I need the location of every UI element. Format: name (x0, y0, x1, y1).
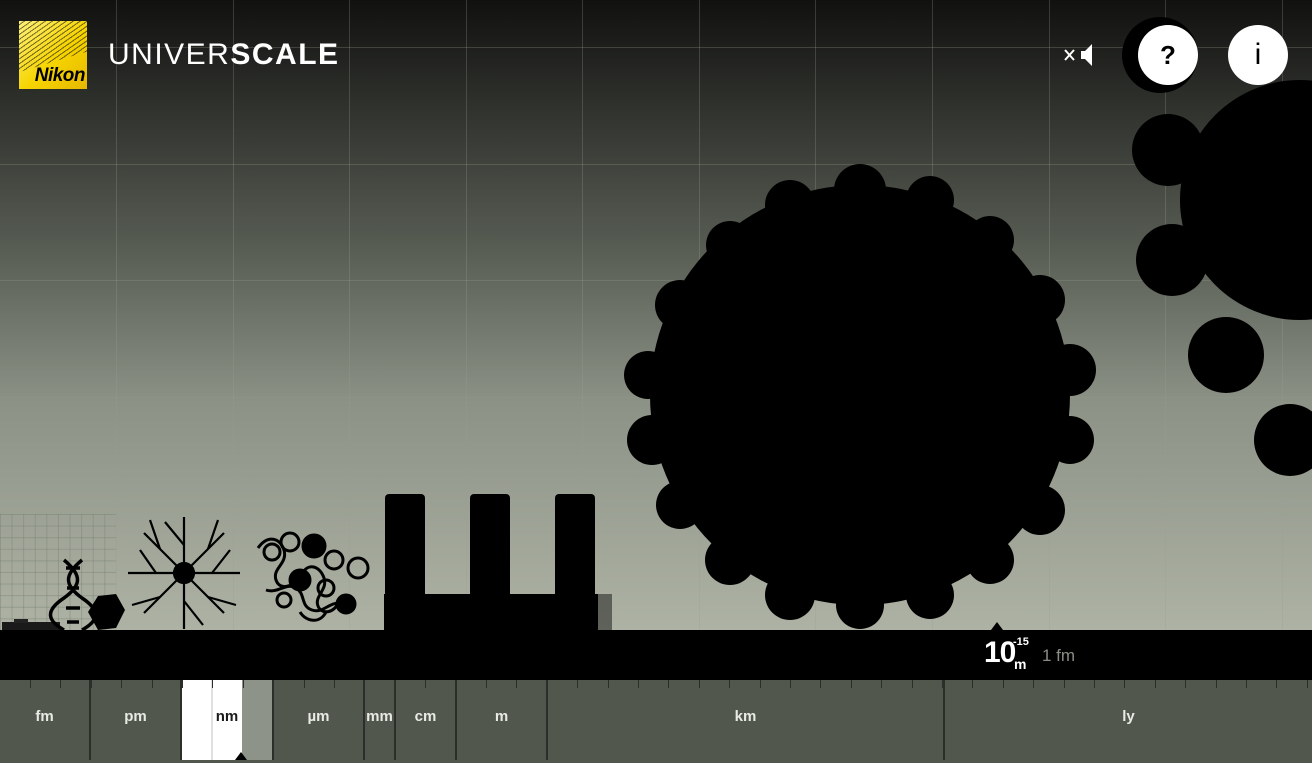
ruler-tick (790, 680, 791, 688)
ruler-tick (729, 680, 730, 688)
grid-line (116, 0, 117, 630)
info-button[interactable]: i (1228, 25, 1288, 85)
grid-line (1165, 0, 1166, 630)
ruler-tick (638, 680, 639, 688)
ruler-tick (577, 680, 578, 688)
ground-bar (0, 630, 1312, 680)
ruler-tick (60, 680, 61, 688)
ruler-tick (881, 680, 882, 688)
ruler-tick (608, 680, 609, 688)
ruler-tick (516, 680, 517, 688)
ruler-tick (395, 680, 396, 688)
small-particles-silhouette-icon[interactable] (2, 619, 60, 630)
ruler-tick (699, 680, 700, 688)
ruler-tick (851, 680, 852, 688)
ruler-segment-nm[interactable]: nm (182, 680, 274, 760)
ruler-tick (668, 680, 669, 688)
app-title-light: UNIVER (108, 38, 231, 71)
ruler-tick (243, 680, 244, 688)
scale-unit: m (1014, 656, 1027, 672)
ruler-tick (1276, 680, 1277, 688)
ruler-tick (152, 680, 153, 688)
ruler-tick (942, 680, 943, 688)
ruler-segment-mm[interactable]: mm (365, 680, 396, 760)
help-button[interactable]: ? (1138, 25, 1198, 85)
unit-ruler[interactable]: fm pm nm µm mm cm m km ly (0, 680, 1312, 763)
ruler-tick (364, 680, 365, 688)
transistor-silhouette-icon[interactable] (384, 494, 612, 630)
ruler-tick (820, 680, 821, 688)
ruler-tick (1216, 680, 1217, 688)
ruler-segment-fm[interactable]: fm (0, 680, 91, 760)
grid-line (349, 0, 350, 630)
speaker-muted-icon (1064, 44, 1092, 66)
scale-readable: 1 fm (1042, 646, 1076, 665)
nikon-logo[interactable]: Nikon (19, 21, 87, 89)
grid-line (0, 280, 1312, 281)
ruler-tick (91, 680, 92, 688)
ruler-tick (304, 680, 305, 688)
app-title: UNIVERSCALE (108, 38, 340, 72)
particle-silhouette-icon[interactable] (88, 594, 125, 630)
mute-button[interactable] (1060, 40, 1100, 70)
grid-line (582, 0, 583, 630)
ruler-tick (972, 680, 973, 688)
ruler-tick (1064, 680, 1065, 688)
ruler-tick (1124, 680, 1125, 688)
ruler-segment-ly[interactable]: ly (1122, 708, 1135, 725)
virus-silhouette-icon[interactable] (624, 164, 1096, 629)
ruler-tick (1003, 680, 1004, 688)
dendrimer-silhouette-icon[interactable] (128, 517, 240, 629)
ruler-tick (760, 680, 761, 688)
grid-line (0, 47, 1312, 48)
scale-base: 10 (984, 636, 1016, 669)
ruler-tick (1033, 680, 1034, 688)
ruler-tick (1307, 680, 1308, 688)
ruler-tick (547, 680, 548, 688)
grid-line (233, 0, 234, 630)
ruler-pointer-icon (235, 752, 247, 760)
header: Nikon UNIVERSCALE ? i (0, 0, 1312, 110)
ruler-tick (425, 680, 426, 688)
grid-line (466, 0, 467, 630)
ruler-tick (121, 680, 122, 688)
ruler-tick (1155, 680, 1156, 688)
scale-exponent: -15 (1013, 636, 1029, 648)
ruler-tick (1246, 680, 1247, 688)
ruler-tick (212, 680, 213, 688)
ruler-segment-um[interactable]: µm (274, 680, 365, 760)
ruler-tick (1185, 680, 1186, 688)
ruler-segment-m[interactable]: m (457, 680, 548, 760)
scale-readout: 10 -15 m (984, 636, 1029, 672)
ruler-segment-cm[interactable]: cm (396, 680, 457, 760)
ruler-segment-pm[interactable]: pm (91, 680, 182, 760)
ruler-tick (334, 680, 335, 688)
ruler-tick (1094, 680, 1095, 688)
ruler-tick (273, 680, 274, 688)
grid-line (0, 513, 1312, 514)
ruler-tick (486, 680, 487, 688)
grid-line (0, 164, 1312, 165)
protein-silhouette-icon[interactable] (256, 531, 370, 622)
dna-silhouette-icon[interactable] (48, 558, 98, 630)
ruler-tick (456, 680, 457, 688)
ruler-tick (30, 680, 31, 688)
ruler-segment-km[interactable]: km (548, 680, 945, 760)
app-title-bold: SCALE (230, 38, 340, 71)
logo-wordmark: Nikon (34, 65, 86, 86)
ruler-tick (912, 680, 913, 688)
ruler-tick (182, 680, 183, 688)
scale-marker-icon (991, 622, 1003, 630)
